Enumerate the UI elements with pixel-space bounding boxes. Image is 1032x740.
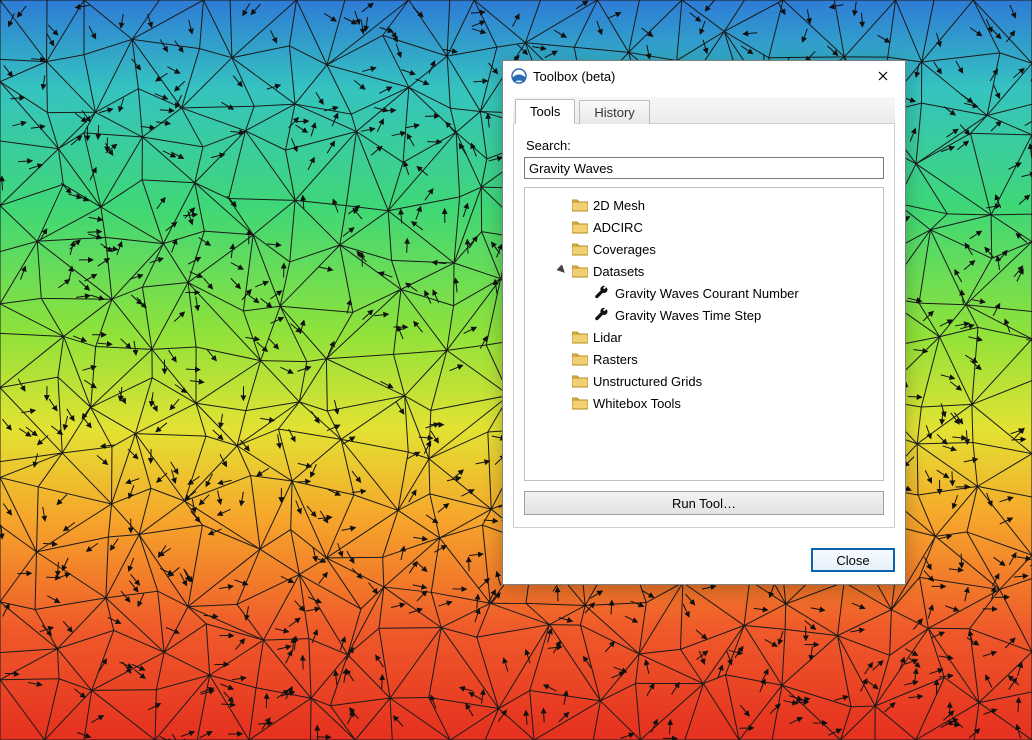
tree-tool[interactable]: Gravity Waves Courant Number	[529, 282, 879, 304]
tree-item-label: Gravity Waves Courant Number	[615, 286, 799, 301]
tree-folder[interactable]: Lidar	[529, 326, 879, 348]
tree-item-label: Unstructured Grids	[593, 374, 702, 389]
tree-item-label: Whitebox Tools	[593, 396, 681, 411]
tree-item-label: Datasets	[593, 264, 644, 279]
tabpage-tools: Search: 2D Mesh ADCIRC Coverages Dataset…	[513, 124, 895, 528]
dialog-content: ToolsHistory Search: 2D Mesh ADCIRC Cove…	[503, 91, 905, 538]
window-title: Toolbox (beta)	[533, 69, 867, 84]
search-input[interactable]	[524, 157, 884, 179]
toolbox-dialog: Toolbox (beta) ToolsHistory Search: 2D M…	[502, 60, 906, 585]
folder-icon	[571, 351, 589, 367]
tool-tree[interactable]: 2D Mesh ADCIRC Coverages Datasets Gravit…	[524, 187, 884, 481]
tree-item-label: Rasters	[593, 352, 638, 367]
search-label: Search:	[526, 138, 884, 153]
folder-icon	[571, 197, 589, 213]
tree-item-label: Gravity Waves Time Step	[615, 308, 761, 323]
app-icon	[511, 68, 527, 84]
run-tool-button[interactable]: Run Tool…	[524, 491, 884, 515]
folder-icon	[571, 263, 589, 279]
folder-icon	[571, 395, 589, 411]
dialog-footer: Close	[503, 538, 905, 584]
tree-item-label: ADCIRC	[593, 220, 643, 235]
tree-tool[interactable]: Gravity Waves Time Step	[529, 304, 879, 326]
folder-icon	[571, 329, 589, 345]
tab-tools[interactable]: Tools	[515, 99, 575, 124]
tree-folder[interactable]: Datasets	[529, 260, 879, 282]
tree-folder[interactable]: Coverages	[529, 238, 879, 260]
close-button[interactable]: Close	[811, 548, 895, 572]
close-icon	[878, 71, 888, 81]
tree-folder[interactable]: Unstructured Grids	[529, 370, 879, 392]
tree-item-label: 2D Mesh	[593, 198, 645, 213]
tree-folder[interactable]: ADCIRC	[529, 216, 879, 238]
expander-icon[interactable]	[555, 265, 569, 278]
tabstrip: ToolsHistory	[513, 97, 895, 124]
window-close-button[interactable]	[867, 64, 899, 88]
folder-icon	[571, 241, 589, 257]
tree-folder[interactable]: Whitebox Tools	[529, 392, 879, 414]
tab-history[interactable]: History	[579, 100, 649, 124]
tree-folder[interactable]: Rasters	[529, 348, 879, 370]
folder-icon	[571, 373, 589, 389]
folder-icon	[571, 219, 589, 235]
wrench-icon	[593, 307, 611, 323]
wrench-icon	[593, 285, 611, 301]
tree-item-label: Lidar	[593, 330, 622, 345]
titlebar[interactable]: Toolbox (beta)	[503, 61, 905, 91]
tree-item-label: Coverages	[593, 242, 656, 257]
run-bar: Run Tool…	[524, 491, 884, 515]
tree-folder[interactable]: 2D Mesh	[529, 194, 879, 216]
